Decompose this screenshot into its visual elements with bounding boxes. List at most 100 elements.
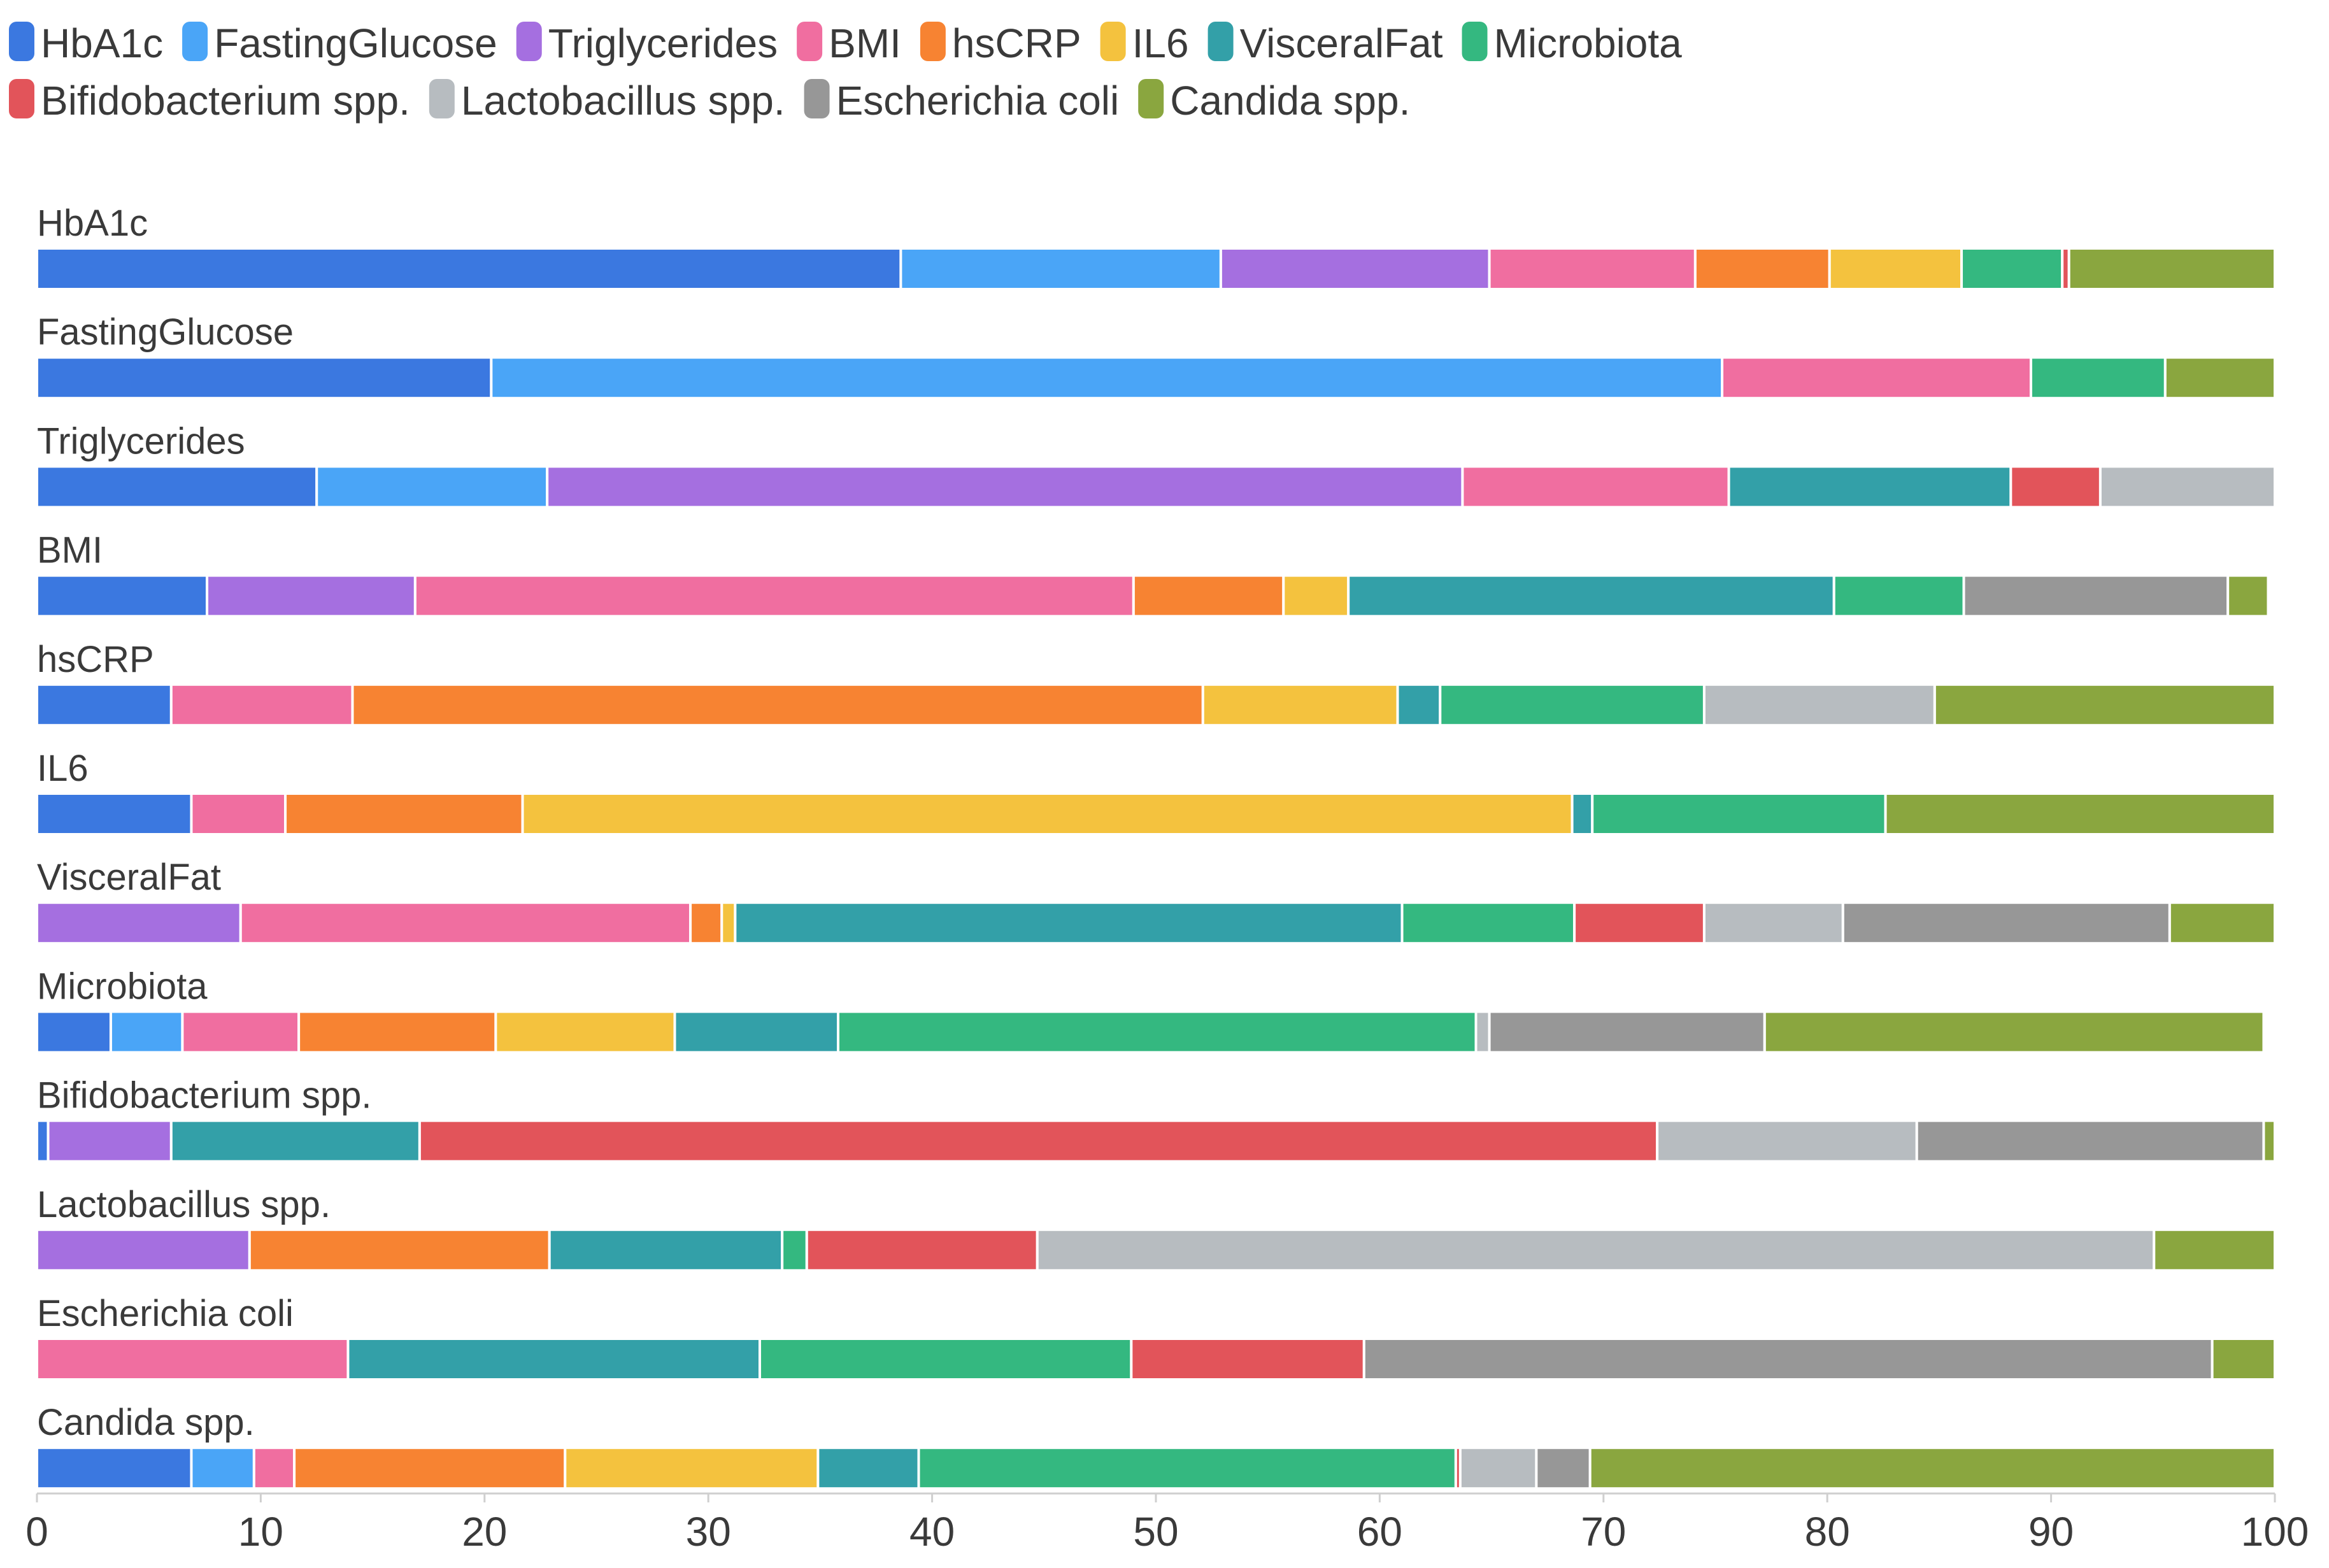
bar-segment-lactobacillus-spp-candida-spp[interactable] (2153, 1228, 2276, 1272)
bar-segment-triglycerides-bmi[interactable] (1461, 465, 1730, 509)
bar-segment-hba1c-il6[interactable] (1828, 247, 1963, 290)
bar-segment-lactobacillus-spp-hscrp[interactable] (248, 1228, 551, 1272)
bar-segment-microbiota-microbiota[interactable] (837, 1010, 1478, 1054)
bar-segment-hba1c-hscrp[interactable] (1693, 247, 1831, 290)
bar-segment-hba1c-microbiota[interactable] (1960, 247, 2064, 290)
bar-segment-bmi-triglycerides[interactable] (206, 574, 417, 618)
bar-segment-escherichia-coli-candida-spp[interactable] (2211, 1337, 2276, 1381)
legend-item-visceralfat[interactable]: VisceralFat (1207, 20, 1443, 66)
bar-segment-bifidobacterium-spp-bifidobacterium-spp[interactable] (418, 1119, 1659, 1163)
bar-segment-fastingglucose-hba1c[interactable] (36, 356, 493, 400)
bar-segment-hba1c-hba1c[interactable] (36, 247, 902, 290)
bar-segment-triglycerides-triglycerides[interactable] (546, 465, 1464, 509)
bar-segment-hscrp-visceralfat[interactable] (1396, 683, 1442, 727)
bar-segment-candida-spp-microbiota[interactable] (917, 1446, 1457, 1490)
bar-segment-bifidobacterium-spp-triglycerides[interactable] (46, 1119, 173, 1163)
bar-segment-microbiota-lactobacillus-spp[interactable] (1474, 1010, 1491, 1054)
bar-segment-hscrp-hscrp[interactable] (351, 683, 1204, 727)
legend-item-hba1c[interactable]: HbA1c (9, 20, 163, 66)
legend-item-fastingglucose[interactable]: FastingGlucose (182, 20, 497, 66)
bar-segment-bmi-escherichia-coli[interactable] (1962, 574, 2230, 618)
bar-segment-il6-bmi[interactable] (190, 792, 287, 836)
bar-segment-bifidobacterium-spp-lactobacillus-spp[interactable] (1656, 1119, 1918, 1163)
bar-segment-triglycerides-lactobacillus-spp[interactable] (2098, 465, 2276, 509)
legend-item-hscrp[interactable]: hsCRP (920, 20, 1081, 66)
bar-segment-fastingglucose-microbiota[interactable] (2029, 356, 2167, 400)
bar-segment-escherichia-coli-bifidobacterium-spp[interactable] (1130, 1337, 1365, 1381)
bar-segment-candida-spp-escherichia-coli[interactable] (1535, 1446, 1592, 1490)
bar-segment-bmi-hscrp[interactable] (1132, 574, 1285, 618)
bar-segment-visceralfat-lactobacillus-spp[interactable] (1702, 901, 1844, 945)
bar-segment-visceralfat-escherichia-coli[interactable] (1841, 901, 2171, 945)
bar-segment-hscrp-il6[interactable] (1201, 683, 1399, 727)
bar-segment-escherichia-coli-bmi[interactable] (36, 1337, 350, 1381)
legend-item-triglycerides[interactable]: Triglycerides (516, 20, 778, 66)
bar-segment-bmi-bmi[interactable] (413, 574, 1135, 618)
bar-segment-bmi-visceralfat[interactable] (1347, 574, 1835, 618)
legend-item-il6[interactable]: IL6 (1100, 20, 1189, 66)
bar-segment-lactobacillus-spp-visceralfat[interactable] (548, 1228, 784, 1272)
bar-segment-triglycerides-hba1c[interactable] (36, 465, 318, 509)
bar-segment-il6-hba1c[interactable] (36, 792, 193, 836)
bar-segment-visceralfat-il6[interactable] (720, 901, 737, 945)
bar-segment-visceralfat-bmi[interactable] (239, 901, 692, 945)
bar-segment-microbiota-bmi[interactable] (181, 1010, 301, 1054)
legend-item-escherichia-coli[interactable]: Escherichia coli (804, 78, 1120, 124)
bar-segment-bmi-hba1c[interactable] (36, 574, 209, 618)
bar-segment-bifidobacterium-spp-visceralfat[interactable] (169, 1119, 421, 1163)
bar-segment-triglycerides-visceralfat[interactable] (1727, 465, 2012, 509)
bar-segment-lactobacillus-spp-lactobacillus-spp[interactable] (1036, 1228, 2156, 1272)
bar-segment-candida-spp-lactobacillus-spp[interactable] (1458, 1446, 1538, 1490)
bar-segment-hscrp-hba1c[interactable] (36, 683, 173, 727)
bar-segment-microbiota-hscrp[interactable] (297, 1010, 497, 1054)
legend-item-candida-spp[interactable]: Candida spp. (1138, 78, 1410, 124)
bar-segment-il6-visceralfat[interactable] (1570, 792, 1594, 836)
bar-segment-bmi-il6[interactable] (1282, 574, 1350, 618)
legend-item-bifidobacterium-spp[interactable]: Bifidobacterium spp. (9, 78, 410, 124)
bar-segment-bmi-candida-spp[interactable] (2226, 574, 2270, 618)
bar-segment-escherichia-coli-escherichia-coli[interactable] (1362, 1337, 2214, 1381)
legend-item-lactobacillus-spp[interactable]: Lactobacillus spp. (429, 78, 785, 124)
bar-segment-candida-spp-candida-spp[interactable] (1588, 1446, 2277, 1490)
bar-segment-candida-spp-fastingglucose[interactable] (190, 1446, 255, 1490)
bar-segment-escherichia-coli-microbiota[interactable] (759, 1337, 1133, 1381)
bar-segment-hba1c-triglycerides[interactable] (1219, 247, 1491, 290)
bar-segment-bifidobacterium-spp-candida-spp[interactable] (2262, 1119, 2276, 1163)
bar-segment-il6-candida-spp[interactable] (1884, 792, 2276, 836)
bar-segment-fastingglucose-candida-spp[interactable] (2163, 356, 2276, 400)
bar-segment-candida-spp-il6[interactable] (564, 1446, 820, 1490)
legend-item-bmi[interactable]: BMI (797, 20, 901, 66)
bar-segment-il6-il6[interactable] (521, 792, 1574, 836)
bar-segment-lactobacillus-spp-triglycerides[interactable] (36, 1228, 251, 1272)
bar-segment-visceralfat-microbiota[interactable] (1400, 901, 1576, 945)
bar-segment-hba1c-bmi[interactable] (1488, 247, 1697, 290)
bar-segment-bifidobacterium-spp-escherichia-coli[interactable] (1915, 1119, 2265, 1163)
bar-segment-lactobacillus-spp-microbiota[interactable] (781, 1228, 808, 1272)
bar-segment-microbiota-escherichia-coli[interactable] (1488, 1010, 1766, 1054)
bar-segment-visceralfat-bifidobacterium-spp[interactable] (1573, 901, 1706, 945)
bar-segment-visceralfat-triglycerides[interactable] (36, 901, 242, 945)
bar-segment-candida-spp-visceralfat[interactable] (816, 1446, 920, 1490)
bar-segment-fastingglucose-bmi[interactable] (1721, 356, 2032, 400)
bar-segment-microbiota-visceralfat[interactable] (673, 1010, 840, 1054)
bar-segment-hba1c-fastingglucose[interactable] (899, 247, 1222, 290)
bar-segment-triglycerides-bifidobacterium-spp[interactable] (2009, 465, 2102, 509)
bar-segment-hscrp-candida-spp[interactable] (1933, 683, 2277, 727)
bar-segment-fastingglucose-fastingglucose[interactable] (490, 356, 1724, 400)
bar-segment-visceralfat-hscrp[interactable] (689, 901, 723, 945)
bar-segment-lactobacillus-spp-bifidobacterium-spp[interactable] (805, 1228, 1039, 1272)
bar-segment-hscrp-microbiota[interactable] (1439, 683, 1706, 727)
bar-segment-triglycerides-fastingglucose[interactable] (315, 465, 549, 509)
bar-segment-candida-spp-bmi[interactable] (252, 1446, 296, 1490)
bar-segment-bifidobacterium-spp-hba1c[interactable] (36, 1119, 50, 1163)
bar-segment-visceralfat-candida-spp[interactable] (2168, 901, 2277, 945)
bar-segment-microbiota-fastingglucose[interactable] (109, 1010, 184, 1054)
bar-segment-candida-spp-hba1c[interactable] (36, 1446, 193, 1490)
bar-segment-microbiota-hba1c[interactable] (36, 1010, 112, 1054)
bar-segment-bmi-microbiota[interactable] (1832, 574, 1965, 618)
legend-item-microbiota[interactable]: Microbiota (1462, 20, 1683, 66)
bar-segment-il6-hscrp[interactable] (284, 792, 524, 836)
bar-segment-escherichia-coli-visceralfat[interactable] (346, 1337, 762, 1381)
bar-segment-microbiota-il6[interactable] (494, 1010, 676, 1054)
bar-segment-candida-spp-hscrp[interactable] (293, 1446, 567, 1490)
